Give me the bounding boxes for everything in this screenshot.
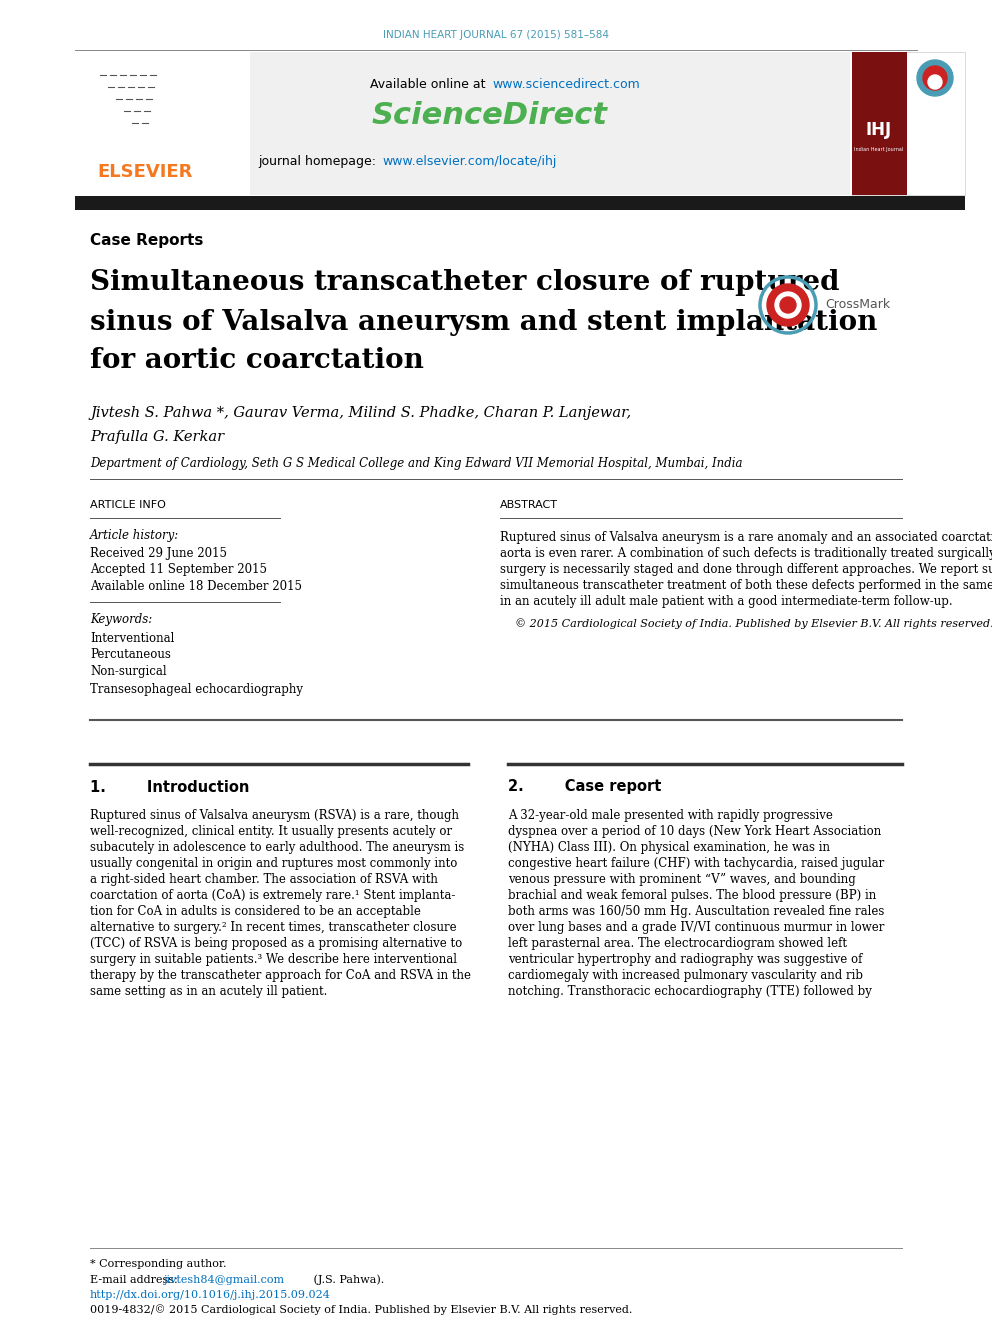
Text: ScienceDirect: ScienceDirect: [372, 101, 608, 130]
Text: INDIAN HEART JOURNAL 67 (2015) 581–584: INDIAN HEART JOURNAL 67 (2015) 581–584: [383, 30, 609, 40]
Text: well-recognized, clinical entity. It usually presents acutely or: well-recognized, clinical entity. It usu…: [90, 824, 452, 837]
Text: ventricular hypertrophy and radiography was suggestive of: ventricular hypertrophy and radiography …: [508, 953, 862, 966]
Bar: [75, 196, 965, 210]
Text: © 2015 Cardiological Society of India. Published by Elsevier B.V. All rights res: © 2015 Cardiological Society of India. P…: [515, 619, 992, 630]
Text: notching. Transthoracic echocardiography (TTE) followed by: notching. Transthoracic echocardiography…: [508, 984, 872, 998]
Text: * Corresponding author.: * Corresponding author.: [90, 1259, 226, 1269]
Text: CrossMark: CrossMark: [825, 299, 890, 311]
Text: congestive heart failure (CHF) with tachycardia, raised jugular: congestive heart failure (CHF) with tach…: [508, 856, 884, 869]
Text: surgery in suitable patients.³ We describe here interventional: surgery in suitable patients.³ We descri…: [90, 953, 457, 966]
Circle shape: [917, 60, 953, 97]
Text: for aortic coarctation: for aortic coarctation: [90, 347, 424, 373]
Text: Accepted 11 September 2015: Accepted 11 September 2015: [90, 564, 267, 577]
Text: Available online 18 December 2015: Available online 18 December 2015: [90, 579, 302, 593]
Bar: [250, 52, 850, 194]
Text: cardiomegaly with increased pulmonary vascularity and rib: cardiomegaly with increased pulmonary va…: [508, 968, 863, 982]
Text: Available online at: Available online at: [370, 78, 490, 90]
Text: surgery is necessarily staged and done through different approaches. We report s: surgery is necessarily staged and done t…: [500, 562, 992, 576]
Text: 2.        Case report: 2. Case report: [508, 779, 662, 795]
Text: dyspnea over a period of 10 days (New York Heart Association: dyspnea over a period of 10 days (New Yo…: [508, 824, 881, 837]
Text: in an acutely ill adult male patient with a good intermediate-term follow-up.: in an acutely ill adult male patient wit…: [500, 594, 952, 607]
Text: therapy by the transcatheter approach for CoA and RSVA in the: therapy by the transcatheter approach fo…: [90, 968, 471, 982]
Circle shape: [775, 292, 801, 318]
Text: (J.S. Pahwa).: (J.S. Pahwa).: [310, 1275, 384, 1285]
Text: venous pressure with prominent “V” waves, and bounding: venous pressure with prominent “V” waves…: [508, 872, 856, 885]
Text: Percutaneous: Percutaneous: [90, 648, 171, 662]
Text: a right-sided heart chamber. The association of RSVA with: a right-sided heart chamber. The associa…: [90, 872, 437, 885]
Text: alternative to surgery.² In recent times, transcatheter closure: alternative to surgery.² In recent times…: [90, 921, 456, 934]
Text: over lung bases and a grade IV/VI continuous murmur in lower: over lung bases and a grade IV/VI contin…: [508, 921, 885, 934]
Text: Indian Heart Journal: Indian Heart Journal: [854, 147, 904, 152]
Text: Jivtesh S. Pahwa *, Gaurav Verma, Milind S. Phadke, Charan P. Lanjewar,: Jivtesh S. Pahwa *, Gaurav Verma, Milind…: [90, 406, 631, 419]
Text: Ruptured sinus of Valsalva aneurysm (RSVA) is a rare, though: Ruptured sinus of Valsalva aneurysm (RSV…: [90, 808, 459, 822]
Text: sinus of Valsalva aneurysm and stent implantation: sinus of Valsalva aneurysm and stent imp…: [90, 308, 877, 336]
Text: 0019-4832/© 2015 Cardiological Society of India. Published by Elsevier B.V. All : 0019-4832/© 2015 Cardiological Society o…: [90, 1304, 632, 1315]
Text: Ruptured sinus of Valsalva aneurysm is a rare anomaly and an associated coarctat: Ruptured sinus of Valsalva aneurysm is a…: [500, 531, 992, 544]
Text: ABSTRACT: ABSTRACT: [500, 500, 558, 509]
Text: Received 29 June 2015: Received 29 June 2015: [90, 548, 227, 561]
Text: IHJ: IHJ: [866, 120, 892, 139]
Text: (TCC) of RSVA is being proposed as a promising alternative to: (TCC) of RSVA is being proposed as a pro…: [90, 937, 462, 950]
Text: coarctation of aorta (CoA) is extremely rare.¹ Stent implanta-: coarctation of aorta (CoA) is extremely …: [90, 889, 455, 901]
Text: (NYHA) Class III). On physical examination, he was in: (NYHA) Class III). On physical examinati…: [508, 840, 830, 853]
Text: brachial and weak femoral pulses. The blood pressure (BP) in: brachial and weak femoral pulses. The bl…: [508, 889, 876, 901]
Text: usually congenital in origin and ruptures most commonly into: usually congenital in origin and rupture…: [90, 856, 457, 869]
Text: both arms was 160/50 mm Hg. Auscultation revealed fine rales: both arms was 160/50 mm Hg. Auscultation…: [508, 905, 885, 917]
Text: simultaneous transcatheter treatment of both these defects performed in the same: simultaneous transcatheter treatment of …: [500, 578, 992, 591]
Text: 1.        Introduction: 1. Introduction: [90, 779, 249, 795]
Text: Keywords:: Keywords:: [90, 614, 152, 627]
Text: Simultaneous transcatheter closure of ruptured: Simultaneous transcatheter closure of ru…: [90, 270, 839, 296]
Circle shape: [923, 66, 947, 90]
Text: Case Reports: Case Reports: [90, 233, 203, 247]
Text: ARTICLE INFO: ARTICLE INFO: [90, 500, 166, 509]
Text: www.sciencedirect.com: www.sciencedirect.com: [492, 78, 640, 90]
Text: Article history:: Article history:: [90, 529, 180, 542]
Bar: [75, 52, 250, 194]
Text: tion for CoA in adults is considered to be an acceptable: tion for CoA in adults is considered to …: [90, 905, 421, 917]
Text: same setting as in an acutely ill patient.: same setting as in an acutely ill patien…: [90, 984, 327, 998]
Bar: [852, 52, 907, 194]
Text: Non-surgical: Non-surgical: [90, 665, 167, 679]
Bar: [852, 52, 965, 194]
Text: http://dx.doi.org/10.1016/j.ihj.2015.09.024: http://dx.doi.org/10.1016/j.ihj.2015.09.…: [90, 1290, 331, 1301]
Circle shape: [767, 284, 809, 325]
Text: A 32-year-old male presented with rapidly progressive: A 32-year-old male presented with rapidl…: [508, 808, 833, 822]
Text: Transesophageal echocardiography: Transesophageal echocardiography: [90, 683, 303, 696]
Text: ELSEVIER: ELSEVIER: [97, 163, 192, 181]
Text: www.elsevier.com/locate/ihj: www.elsevier.com/locate/ihj: [382, 156, 557, 168]
Text: jivtesh84@gmail.com: jivtesh84@gmail.com: [163, 1275, 284, 1285]
Text: Interventional: Interventional: [90, 631, 175, 644]
Text: Prafulla G. Kerkar: Prafulla G. Kerkar: [90, 430, 224, 445]
Text: Department of Cardiology, Seth G S Medical College and King Edward VII Memorial : Department of Cardiology, Seth G S Medic…: [90, 458, 742, 471]
Text: journal homepage:: journal homepage:: [258, 156, 380, 168]
Text: E-mail address:: E-mail address:: [90, 1275, 182, 1285]
Text: aorta is even rarer. A combination of such defects is traditionally treated surg: aorta is even rarer. A combination of su…: [500, 546, 992, 560]
Circle shape: [928, 75, 942, 89]
Text: subacutely in adolescence to early adulthood. The aneurysm is: subacutely in adolescence to early adult…: [90, 840, 464, 853]
Text: left parasternal area. The electrocardiogram showed left: left parasternal area. The electrocardio…: [508, 937, 847, 950]
Circle shape: [780, 296, 796, 314]
